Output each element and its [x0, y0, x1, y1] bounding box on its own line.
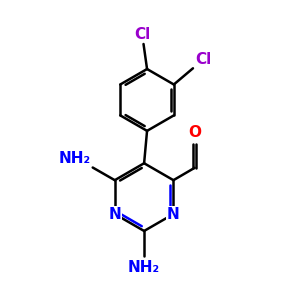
Text: O: O: [188, 125, 201, 140]
Text: NH₂: NH₂: [128, 260, 160, 274]
Text: Cl: Cl: [195, 52, 212, 67]
Text: N: N: [108, 206, 121, 221]
Text: NH₂: NH₂: [58, 151, 90, 166]
Text: N: N: [167, 206, 180, 221]
Text: Cl: Cl: [134, 27, 150, 42]
